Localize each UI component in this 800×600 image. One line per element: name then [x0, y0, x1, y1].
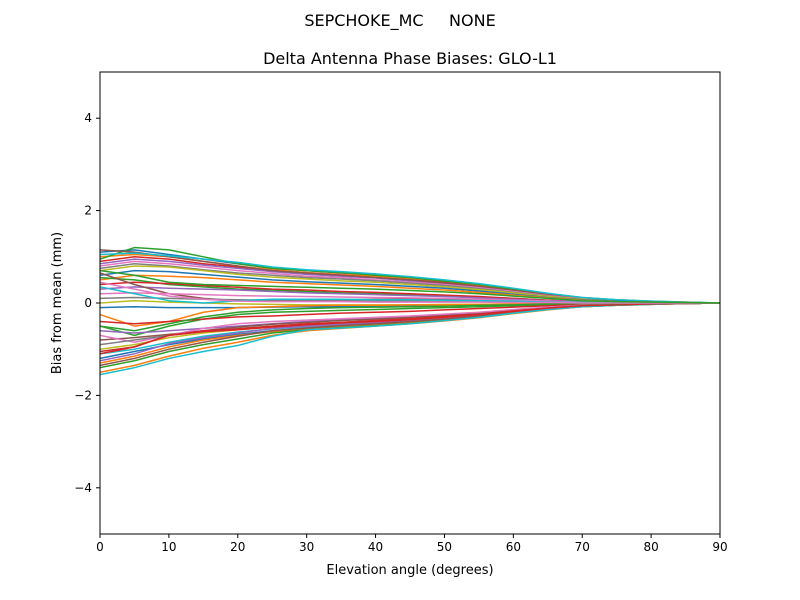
series-line-39: [100, 302, 720, 355]
x-tick-label: 70: [575, 540, 590, 554]
x-axis: 0 10 20 30 40 50 60 70 80 90: [96, 534, 728, 554]
x-tick-label: 30: [299, 540, 314, 554]
series-layer: [100, 246, 720, 376]
series-line-10: [100, 252, 720, 304]
y-axis-label: Bias from mean (mm): [50, 232, 65, 374]
y-tick-label: 0: [84, 296, 92, 310]
series-line-41: [100, 281, 720, 304]
figure-suptitle: SEPCHOKE_MC NONE: [304, 11, 495, 31]
x-tick-label: 50: [437, 540, 452, 554]
series-line-42: [100, 269, 720, 304]
x-tick-label: 40: [368, 540, 383, 554]
series-line-33: [100, 302, 720, 369]
y-tick-label: −4: [74, 481, 92, 495]
y-tick-label: −2: [74, 388, 92, 402]
x-tick-label: 20: [230, 540, 245, 554]
y-tick-label: 2: [84, 204, 92, 218]
x-axis-label: Elevation angle (degrees): [326, 563, 493, 578]
x-tick-label: 0: [96, 540, 104, 554]
y-axis: −4 −2 0 2 4: [74, 111, 100, 495]
x-tick-label: 90: [712, 540, 727, 554]
x-tick-label: 80: [643, 540, 658, 554]
chart-title: Delta Antenna Phase Biases: GLO-L1: [263, 49, 557, 68]
y-tick-label: 4: [84, 111, 92, 125]
x-tick-label: 60: [506, 540, 521, 554]
x-tick-label: 10: [161, 540, 176, 554]
